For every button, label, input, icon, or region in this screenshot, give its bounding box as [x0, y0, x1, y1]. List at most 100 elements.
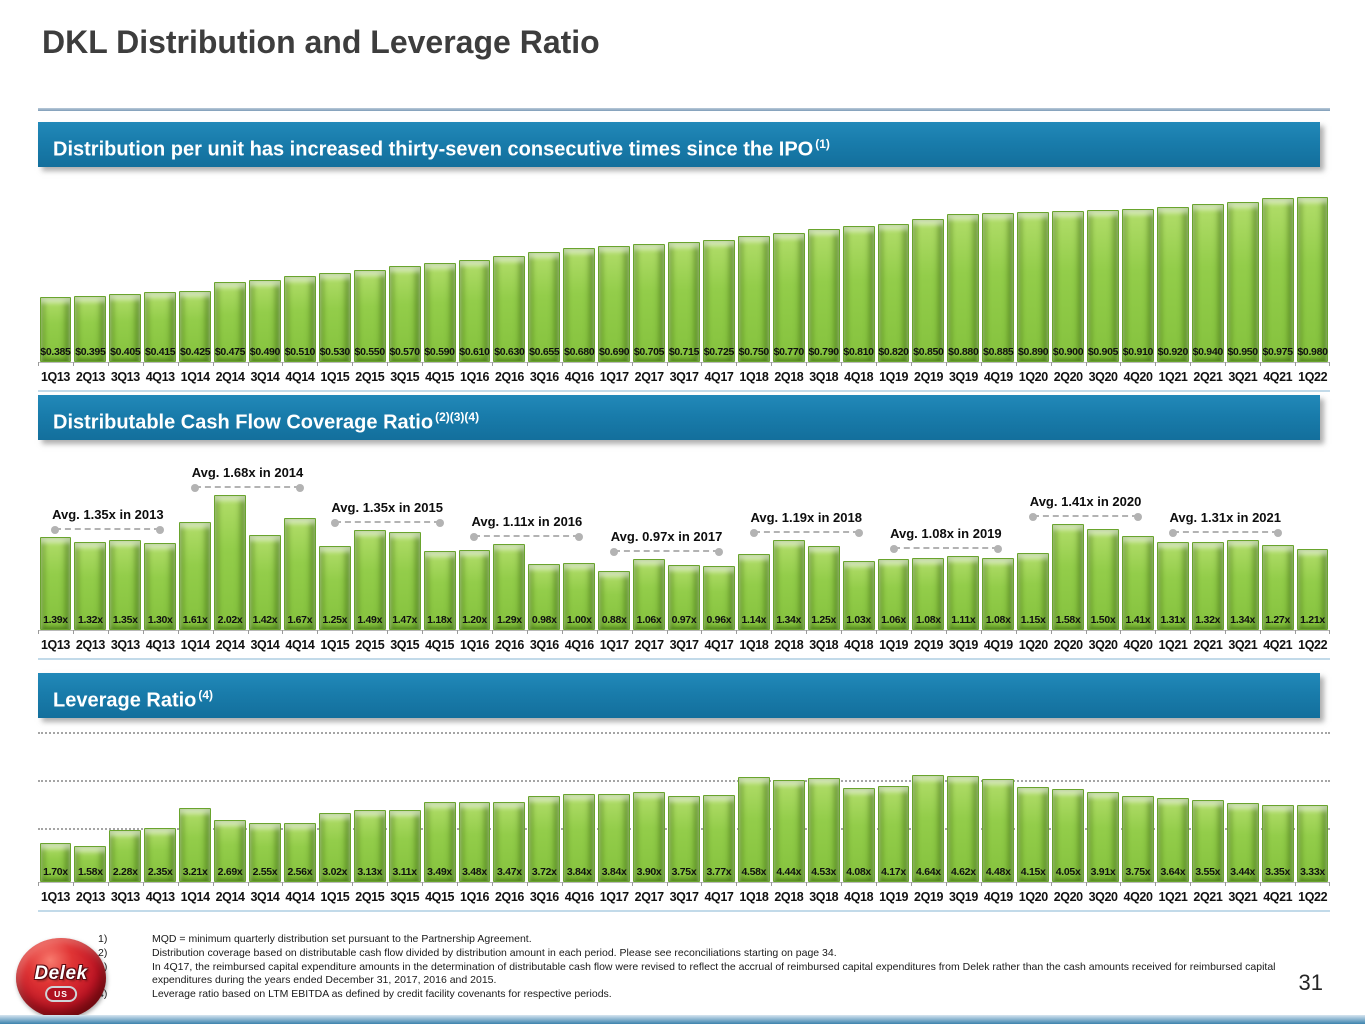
axis-tick: [178, 362, 179, 366]
axis-tick: [1016, 362, 1017, 366]
x-axis-label: 2Q18: [774, 890, 804, 904]
bar-4Q15: [423, 551, 456, 630]
axis-tick: [108, 630, 109, 634]
bar-value-label: 1.08x: [985, 614, 1011, 626]
average-annotation-dashed-line: [614, 549, 719, 552]
annotation-endpoint-dot: [156, 525, 165, 534]
annotation-endpoint-dot: [714, 547, 723, 556]
bar-3Q20: [1087, 210, 1119, 362]
x-axis-label: 4Q14: [285, 890, 315, 904]
bar-value-label: 1.31x: [1160, 614, 1186, 626]
bar-value-label: $0.950: [1227, 346, 1259, 358]
bar-4Q17: [702, 795, 735, 882]
x-axis-label: 4Q21: [1263, 638, 1293, 652]
bar-value-label: $0.630: [494, 346, 525, 358]
x-axis-label: 2Q20: [1053, 638, 1083, 652]
bar-value-label: 4.64x: [916, 866, 941, 878]
axis-tick: [1190, 362, 1191, 366]
axis-tick: [1225, 362, 1226, 366]
axis-tick: [1120, 882, 1121, 886]
x-axis-label: 1Q16: [460, 370, 490, 384]
x-axis-label: 4Q20: [1123, 890, 1153, 904]
banner-coverage-ratio-text: Distributable Cash Flow Coverage Ratio: [53, 411, 434, 434]
axis-tick: [632, 882, 633, 886]
page-number: 31: [1298, 970, 1323, 995]
bar-value-label: 3.33x: [1300, 866, 1325, 878]
x-axis-label: 4Q18: [844, 370, 874, 384]
axis-tick: [213, 362, 214, 366]
annotation-endpoint-dot: [749, 529, 758, 538]
bar-value-label: 3.90x: [636, 866, 662, 878]
annotation-endpoint-dot: [994, 544, 1003, 553]
bar-1Q17: [598, 571, 631, 630]
annotation-endpoint-dot: [575, 532, 584, 541]
x-axis-label: 3Q14: [250, 370, 280, 384]
bar-2Q16: [493, 256, 526, 362]
axis-tick: [981, 882, 982, 886]
x-axis-label: 2Q14: [215, 370, 245, 384]
bar-3Q21: [1226, 202, 1259, 362]
bar-value-label: $0.900: [1052, 346, 1084, 358]
x-axis-label: 2Q16: [494, 890, 524, 904]
bar-3Q18: [807, 546, 840, 630]
annotation-endpoint-dot: [854, 529, 863, 538]
x-axis-label: 2Q20: [1053, 370, 1083, 384]
bar-value-label: 3.11x: [392, 866, 418, 878]
x-axis-label: 3Q14: [250, 638, 280, 652]
bar-4Q18: [842, 226, 875, 362]
bar-value-label: 3.84x: [601, 866, 627, 878]
average-annotation-dashed-line: [753, 531, 859, 534]
footnote-text: MQD = minimum quarterly distribution set…: [152, 933, 532, 945]
x-axis-label: 4Q20: [1123, 370, 1153, 384]
bar-3Q15: [388, 810, 421, 882]
bar-2Q14: [214, 282, 246, 362]
average-annotation-dashed-line: [195, 485, 300, 488]
x-axis-label: 2Q21: [1193, 890, 1223, 904]
bar-4Q17: [702, 240, 735, 362]
average-annotation: Avg. 1.41x in 2020: [1029, 491, 1142, 522]
bar-value-label: 3.75x: [1125, 866, 1151, 878]
bar-value-label: $0.385: [40, 346, 71, 358]
axis-tick: [1329, 882, 1330, 886]
bar-2Q17: [633, 244, 666, 362]
axis-tick: [667, 882, 668, 886]
axis-tick: [876, 362, 877, 366]
bar-value-label: $0.750: [738, 346, 770, 358]
axis-tick: [317, 882, 318, 886]
bar-value-label: 3.48x: [462, 866, 487, 878]
x-axis-label: 1Q18: [739, 370, 769, 384]
axis-tick: [1260, 630, 1261, 634]
banner-leverage-ratio-text: Leverage Ratio: [53, 689, 197, 712]
axis-tick: [667, 362, 668, 366]
bar-4Q19: [982, 779, 1015, 882]
x-axis-label: 2Q16: [494, 638, 524, 652]
bar-3Q18: [807, 778, 840, 882]
axis-tick: [701, 362, 702, 366]
bar-value-label: 4.58x: [741, 866, 767, 878]
bar-3Q16: [528, 564, 561, 630]
bar-value-label: $0.885: [983, 346, 1014, 358]
annotation-endpoint-dot: [51, 525, 60, 534]
axis-tick: [248, 362, 249, 366]
bar-value-label: 0.96x: [706, 614, 732, 626]
bar-3Q16: [528, 796, 561, 882]
axis-tick: [981, 362, 982, 366]
bar-value-label: 1.58x: [77, 866, 103, 878]
bar-2Q13: [74, 846, 107, 882]
axis-tick: [73, 362, 74, 366]
bar-value-label: 1.42x: [252, 614, 278, 626]
bar-4Q20: [1121, 209, 1154, 362]
bar-2Q14: [214, 495, 246, 630]
section-divider-line: [38, 910, 1330, 912]
bar-value-label: 1.25x: [322, 614, 348, 626]
bar-value-label: $0.725: [703, 346, 735, 358]
axis-tick: [946, 362, 947, 366]
axis-tick: [562, 362, 563, 366]
bar-value-label: 1.03x: [846, 614, 871, 626]
axis-tick: [108, 362, 109, 366]
footnote-number: 4): [98, 988, 108, 1000]
x-axis-label: 3Q13: [110, 638, 140, 652]
bar-value-label: 3.44x: [1230, 866, 1256, 878]
x-axis-label: 4Q15: [425, 370, 455, 384]
banner-leverage-ratio: Leverage Ratio (4): [38, 673, 1320, 718]
